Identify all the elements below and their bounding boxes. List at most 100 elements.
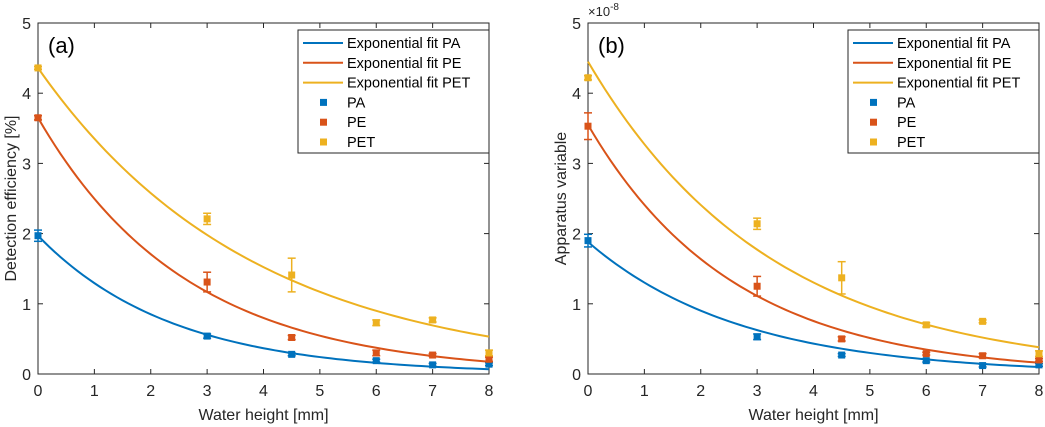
- y-axis-label: Apparatus variable: [553, 132, 570, 266]
- y-tick-label: 0: [572, 367, 581, 384]
- fit-curve-pet: [587, 61, 1040, 349]
- data-point-pe: [288, 333, 296, 341]
- x-tick-label: 4: [259, 383, 268, 400]
- x-tick-label: 3: [753, 383, 762, 400]
- fit-curve-pa: [37, 235, 490, 371]
- fit-curve-pet: [37, 67, 490, 338]
- data-point-pet: [979, 317, 987, 325]
- legend-marker-swatch: [870, 138, 877, 146]
- series-pet: [34, 64, 493, 357]
- x-axis-label: Water height [mm]: [748, 407, 878, 424]
- x-axis-label: Water height [mm]: [198, 407, 328, 424]
- data-point-pe: [372, 349, 380, 357]
- y-tick-label: 4: [22, 86, 31, 103]
- legend-entry: Exponential fit PE: [897, 56, 1012, 72]
- x-tick-label: 3: [203, 383, 212, 400]
- x-tick-label: 0: [584, 383, 593, 400]
- fit-curve-pe: [37, 117, 490, 363]
- data-point-pet: [1035, 350, 1043, 358]
- x-tick-label: 2: [146, 383, 155, 400]
- x-tick-label: 2: [696, 383, 705, 400]
- fit-curve-pa: [587, 241, 1040, 368]
- data-point-pet: [34, 64, 42, 72]
- data-point-pet: [922, 321, 930, 329]
- x-tick-label: 5: [315, 383, 324, 400]
- x-tick-label: 6: [372, 383, 381, 400]
- legend-marker-swatch: [870, 98, 877, 106]
- legend-entry: PET: [347, 135, 375, 151]
- series-pa: [584, 233, 1043, 370]
- y-exponent-power: -8: [610, 2, 619, 13]
- panel-label: (a): [48, 33, 75, 58]
- legend-marker-swatch: [320, 98, 327, 106]
- data-point-pe: [753, 282, 761, 290]
- series-pe: [34, 114, 493, 363]
- legend-entry: Exponential fit PA: [347, 36, 461, 52]
- legend-entry: Exponential fit PET: [897, 76, 1020, 92]
- x-tick-label: 8: [485, 383, 494, 400]
- legend: Exponential fit PA Exponential fit PE Expo…: [297, 29, 490, 154]
- y-tick-label: 3: [572, 156, 581, 173]
- series-pet: [584, 74, 1043, 358]
- y-axis-label: Detection efficiency [%]: [3, 115, 20, 281]
- legend-box: [847, 29, 1040, 154]
- x-tick-label: 0: [34, 383, 43, 400]
- y-tick-label: 1: [22, 297, 31, 314]
- data-point-pe: [584, 122, 592, 130]
- y-tick-label: 2: [22, 227, 31, 244]
- legend-entry: PET: [897, 135, 925, 151]
- y-tick-label: 3: [22, 156, 31, 173]
- x-tick-label: 1: [90, 383, 99, 400]
- data-point-pet: [372, 319, 380, 327]
- panel-b: 0 1 2 3 4 5 6 7 8 0 1 2 3 4 5 Water height [mm] Apparatu…: [553, 2, 1044, 424]
- y-exponent-base: ×10: [588, 4, 610, 19]
- y-tick-label: 5: [22, 16, 31, 33]
- data-point-pet: [429, 316, 437, 324]
- legend-marker-swatch: [320, 138, 327, 146]
- data-point-pe: [922, 350, 930, 358]
- x-tick-label: 8: [1035, 383, 1044, 400]
- fit-curve-pe: [587, 124, 1040, 364]
- data-point-pet: [485, 349, 493, 357]
- legend-marker-swatch: [320, 118, 327, 126]
- panel-label: (b): [598, 33, 625, 58]
- legend-entry: PE: [897, 115, 917, 131]
- data-point-pe: [979, 352, 987, 360]
- data-point-pet: [288, 271, 296, 279]
- legend-entry: Exponential fit PE: [347, 56, 462, 72]
- data-point-pa: [979, 362, 987, 370]
- data-point-pa: [34, 232, 42, 240]
- data-point-pet: [203, 215, 211, 223]
- data-point-pe: [485, 355, 493, 363]
- data-point-pa: [753, 333, 761, 341]
- y-tick-label: 0: [22, 367, 31, 384]
- series-pe: [584, 112, 1043, 364]
- legend-box: [297, 29, 490, 154]
- y-tick-label: 4: [572, 86, 581, 103]
- data-point-pa: [838, 351, 846, 359]
- data-point-pa: [485, 360, 493, 368]
- panel-a: 0 1 2 3 4 5 6 7 8 0 1 2 3 4 5 Water height [mm] Detectio…: [3, 16, 494, 424]
- data-point-pe: [429, 351, 437, 359]
- legend-entry: Exponential fit PA: [897, 36, 1011, 52]
- data-point-pa: [1035, 361, 1043, 369]
- series-pa: [34, 229, 493, 369]
- data-point-pa: [288, 350, 296, 358]
- x-tick-label: 1: [640, 383, 649, 400]
- data-point-pa: [429, 361, 437, 369]
- y-tick-label: 5: [572, 16, 581, 33]
- legend-entry: Exponential fit PET: [347, 76, 470, 92]
- y-exponent-label: ×10-8: [588, 2, 619, 19]
- legend-entry: PE: [347, 115, 367, 131]
- data-point-pet: [753, 220, 761, 228]
- x-tick-label: 7: [428, 383, 437, 400]
- data-point-pe: [203, 278, 211, 286]
- x-tick-label: 7: [978, 383, 987, 400]
- data-point-pe: [838, 335, 846, 343]
- data-point-pet: [838, 274, 846, 282]
- legend-entry: PA: [347, 95, 366, 111]
- data-point-pe: [34, 114, 42, 122]
- legend: Exponential fit PA Exponential fit PE Expo…: [847, 29, 1040, 154]
- legend-entry: PA: [897, 95, 916, 111]
